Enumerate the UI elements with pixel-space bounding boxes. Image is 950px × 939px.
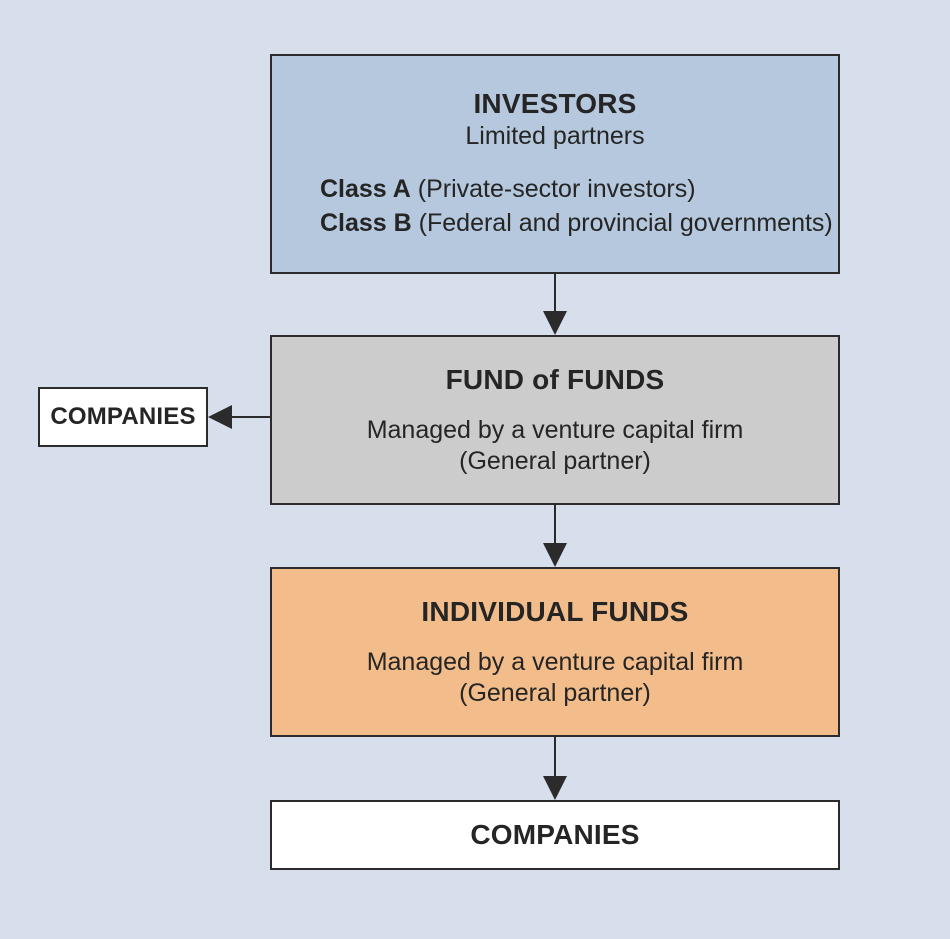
fund-of-funds-title: FUND of FUNDS — [446, 364, 665, 396]
investors-title: INVESTORS — [272, 88, 838, 120]
companies-side-title: COMPANIES — [50, 403, 195, 431]
companies-bottom-title: COMPANIES — [470, 819, 639, 851]
investors-subtitle: Limited partners — [272, 122, 838, 151]
individual-funds-box: INDIVIDUAL FUNDS Managed by a venture ca… — [270, 567, 840, 737]
individual-funds-line1: Managed by a venture capital firm — [367, 648, 744, 677]
investors-class-b: Class B (Federal and provincial governme… — [272, 207, 838, 241]
fund-of-funds-line2: (General partner) — [459, 447, 651, 476]
investors-box: INVESTORS Limited partners Class A (Priv… — [270, 54, 840, 274]
fund-of-funds-box: FUND of FUNDS Managed by a venture capit… — [270, 335, 840, 505]
individual-funds-title: INDIVIDUAL FUNDS — [421, 596, 688, 628]
individual-funds-line2: (General partner) — [459, 679, 651, 708]
investors-class-a: Class A (Private-sector investors) — [272, 173, 838, 207]
companies-side-box: COMPANIES — [38, 387, 208, 447]
fund-of-funds-line1: Managed by a venture capital firm — [367, 416, 744, 445]
companies-bottom-box: COMPANIES — [270, 800, 840, 870]
